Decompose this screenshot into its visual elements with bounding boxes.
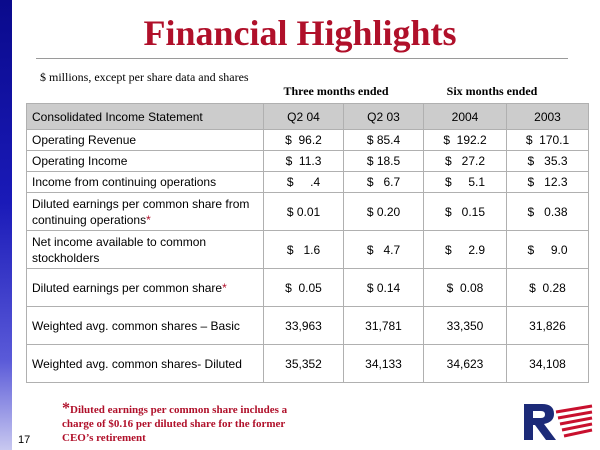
cell-value: $ 18.5 <box>343 150 424 172</box>
cell-value: $ 96.2 <box>263 129 344 151</box>
cell-value: $ 1.6 <box>263 230 344 269</box>
cell-value: $ 0.01 <box>263 192 344 231</box>
table-row: Diluted earnings per common share from c… <box>26 192 589 231</box>
cell-value: $ 27.2 <box>423 150 507 172</box>
table-row: Weighted avg. common shares- Diluted 35,… <box>26 344 589 383</box>
cell-value: $ 12.3 <box>506 171 589 193</box>
slide-title: Financial Highlights <box>143 13 457 53</box>
row-label: Operating Revenue <box>26 129 264 151</box>
table-row: Weighted avg. common shares – Basic 33,9… <box>26 306 589 345</box>
company-logo-icon <box>524 404 593 440</box>
cell-value: $ 0.05 <box>263 268 344 307</box>
column-header: 2003 <box>506 103 589 130</box>
cell-value: $ 9.0 <box>506 230 589 269</box>
cell-value: $ 4.7 <box>343 230 424 269</box>
cell-value: $ 5.1 <box>423 171 507 193</box>
footnote-text: Diluted earnings per common share includ… <box>62 404 288 444</box>
cell-value: $ .4 <box>263 171 344 193</box>
units-note: $ millions, except per share data and sh… <box>40 70 249 84</box>
period-six-months: Six months ended <box>446 84 538 98</box>
footnote-marker: * <box>146 212 151 227</box>
row-label: Net income available to common stockhold… <box>26 230 264 269</box>
row-label-text: Diluted earnings per common share <box>32 280 223 295</box>
logo-letter-r <box>524 404 556 440</box>
cell-value: 31,781 <box>343 306 424 345</box>
cell-value: $ 192.2 <box>423 129 507 151</box>
cell-value: $ 170.1 <box>506 129 589 151</box>
cell-value: $ 11.3 <box>263 150 344 172</box>
cell-value: 34,108 <box>506 344 589 383</box>
column-header: Q2 03 <box>343 103 424 130</box>
cell-value: $ 0.28 <box>506 268 589 307</box>
row-label-text: Diluted earnings per common share from c… <box>32 196 250 227</box>
table-row: Operating Revenue $ 96.2 $ 85.4 $ 192.2 … <box>26 129 589 151</box>
cell-value: $ 0.08 <box>423 268 507 307</box>
cell-value: 31,826 <box>506 306 589 345</box>
cell-value: $ 85.4 <box>343 129 424 151</box>
footnote-marker: * <box>222 280 227 295</box>
cell-value: $ 0.15 <box>423 192 507 231</box>
table-row: Net income available to common stockhold… <box>26 230 589 269</box>
cell-value: 33,350 <box>423 306 507 345</box>
column-header: Q2 04 <box>263 103 344 130</box>
footnote: *Diluted earnings per common share inclu… <box>62 400 302 445</box>
cell-value: $ 0.38 <box>506 192 589 231</box>
cell-value: $ 6.7 <box>343 171 424 193</box>
title-divider <box>36 58 568 59</box>
row-label: Weighted avg. common shares- Diluted <box>26 344 264 383</box>
column-header: 2004 <box>423 103 507 130</box>
row-label: Diluted earnings per common share from c… <box>26 192 264 231</box>
cell-value: $ 2.9 <box>423 230 507 269</box>
table-header-row: Consolidated Income Statement Q2 04 Q2 0… <box>26 103 589 130</box>
logo-flag-stripes <box>555 404 593 438</box>
row-label: Diluted earnings per common share* <box>26 268 264 307</box>
cell-value: 35,352 <box>263 344 344 383</box>
cell-value: $ 0.14 <box>343 268 424 307</box>
left-accent-bar <box>0 0 12 450</box>
income-statement-table: Consolidated Income Statement Q2 04 Q2 0… <box>26 103 589 383</box>
row-label: Weighted avg. common shares – Basic <box>26 306 264 345</box>
row-label: Income from continuing operations <box>26 171 264 193</box>
table-row: Income from continuing operations $ .4 $… <box>26 171 589 193</box>
cell-value: $ 0.20 <box>343 192 424 231</box>
table-row: Operating Income $ 11.3 $ 18.5 $ 27.2 $ … <box>26 150 589 172</box>
cell-value: $ 35.3 <box>506 150 589 172</box>
row-label: Operating Income <box>26 150 264 172</box>
page-number: 17 <box>18 434 31 446</box>
table-row: Diluted earnings per common share* $ 0.0… <box>26 268 589 307</box>
footnote-star: * <box>62 400 70 417</box>
period-three-months: Three months ended <box>283 84 389 98</box>
column-header: Consolidated Income Statement <box>26 103 264 130</box>
cell-value: 34,623 <box>423 344 507 383</box>
cell-value: 34,133 <box>343 344 424 383</box>
cell-value: 33,963 <box>263 306 344 345</box>
